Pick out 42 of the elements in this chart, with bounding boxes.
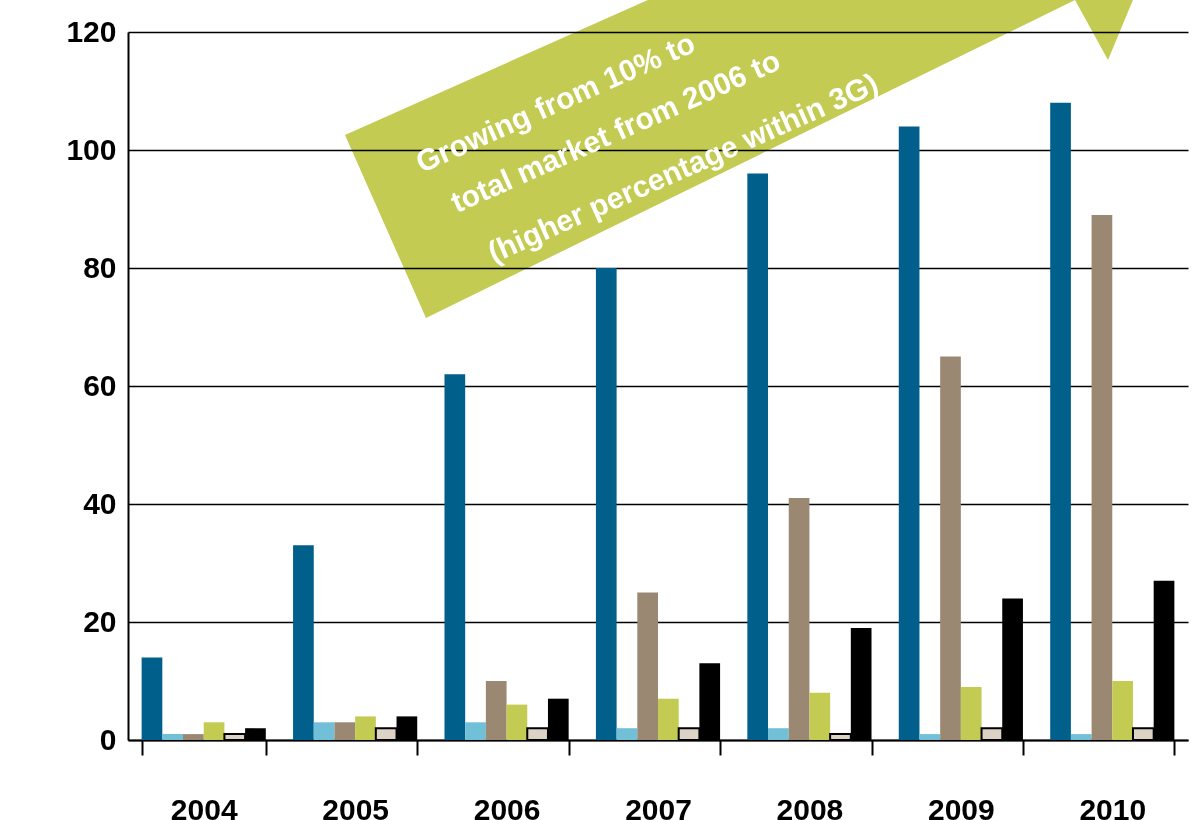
y-tick-label: 20 xyxy=(83,604,117,638)
bar xyxy=(1091,214,1113,740)
bar xyxy=(1112,681,1133,740)
bar xyxy=(658,698,679,740)
x-tick-label: 2008 xyxy=(776,792,844,820)
bar xyxy=(183,734,204,740)
bar xyxy=(313,722,335,740)
bar xyxy=(637,592,658,740)
bar xyxy=(1070,734,1092,740)
bar xyxy=(940,356,961,740)
bar xyxy=(506,704,528,740)
bar xyxy=(444,374,466,740)
y-tick-label: 120 xyxy=(66,14,117,48)
x-tick-label: 2006 xyxy=(473,792,541,820)
bar xyxy=(465,722,486,740)
bar xyxy=(960,686,982,740)
bar xyxy=(162,734,184,740)
bar xyxy=(747,173,769,740)
y-tick-label: 60 xyxy=(83,368,117,402)
bar xyxy=(293,545,314,740)
bar xyxy=(355,716,376,740)
bar xyxy=(334,722,356,740)
bar xyxy=(203,722,225,740)
bar xyxy=(141,657,163,740)
bar xyxy=(809,692,831,740)
bar xyxy=(616,728,638,740)
x-tick-label: 2004 xyxy=(170,792,238,820)
bar xyxy=(788,498,810,740)
bar xyxy=(595,268,617,740)
x-tick-label: 2005 xyxy=(322,792,390,820)
x-tick-label: 2009 xyxy=(927,792,995,820)
x-tick-label: 2007 xyxy=(625,792,692,820)
y-tick-label: 100 xyxy=(66,132,117,166)
x-tick-label: 2010 xyxy=(1079,792,1147,820)
y-tick-label: 40 xyxy=(83,486,117,520)
y-tick-label: 80 xyxy=(83,250,117,284)
bar xyxy=(485,681,507,740)
bar xyxy=(919,734,941,740)
bar xyxy=(1050,102,1071,740)
bar xyxy=(898,126,920,740)
y-tick-label: 0 xyxy=(99,722,117,756)
bar xyxy=(768,728,789,740)
